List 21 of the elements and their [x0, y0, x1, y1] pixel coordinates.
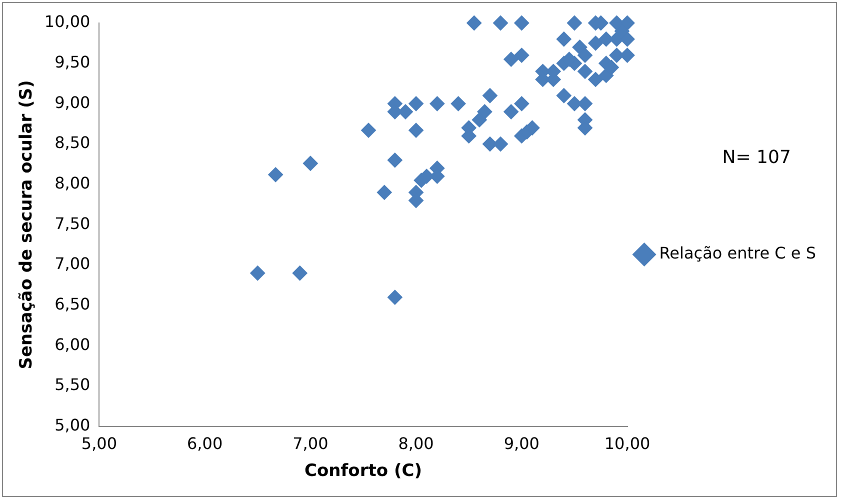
y-tick-label: 8,50 [54, 133, 90, 152]
x-tick-label: 9,00 [504, 434, 540, 454]
y-tick-label: 7,00 [54, 254, 90, 274]
x-axis-title: Conforto (C) [304, 461, 422, 482]
y-tick-label: 5,00 [54, 416, 90, 435]
y-tick-label: 9,50 [54, 52, 90, 72]
x-tick-label: 8,00 [398, 434, 434, 454]
y-tick-label: 6,00 [54, 334, 90, 354]
y-tick-label: 7,50 [54, 214, 90, 233]
y-tick-label: 10,00 [44, 12, 90, 32]
text: N= 107 [722, 147, 791, 168]
y-tick-label: 6,50 [54, 294, 90, 314]
y-tick-label: 9,00 [54, 92, 90, 112]
x-tick-label: 5,00 [81, 434, 118, 454]
y-tick-label: 5,50 [54, 375, 90, 394]
x-tick-label: 6,00 [187, 434, 223, 454]
legend-label: Relação entre C e S [659, 244, 816, 263]
y-tick-label: 8,00 [54, 174, 90, 193]
y-axis-title: Sensação de secura ocular (S) [16, 80, 37, 370]
x-tick-label: 10,00 [604, 434, 650, 454]
x-tick-label: 7,00 [292, 434, 328, 454]
